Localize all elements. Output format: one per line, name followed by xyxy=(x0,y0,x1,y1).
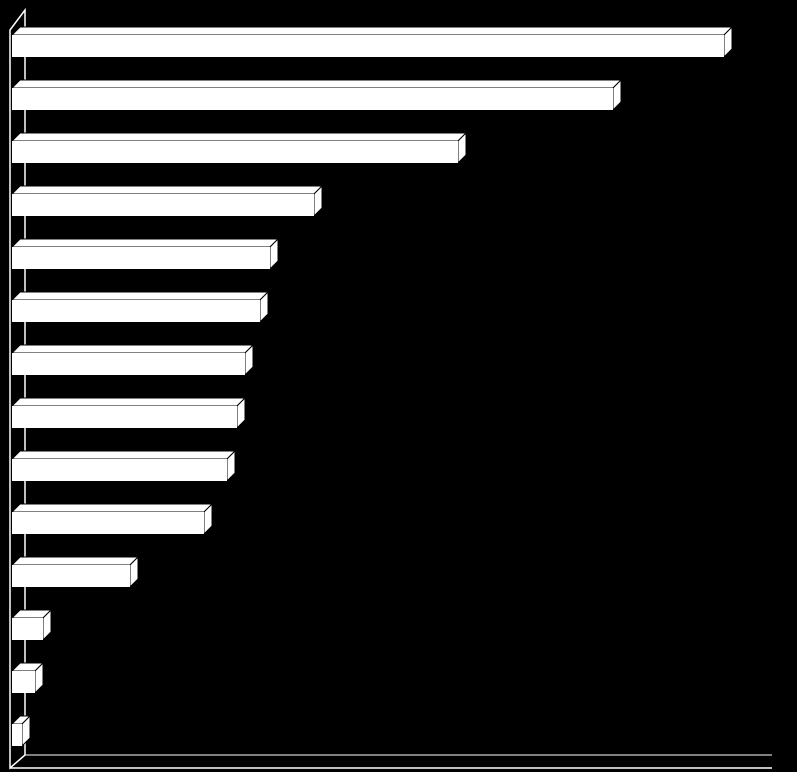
bar-top xyxy=(10,79,623,89)
bar xyxy=(12,565,130,587)
bar-top xyxy=(10,238,280,248)
bar-top xyxy=(10,291,270,301)
bar xyxy=(12,353,245,375)
bar xyxy=(12,724,22,746)
bar-top xyxy=(10,397,247,407)
bar xyxy=(12,618,43,640)
bar-top xyxy=(10,503,214,513)
bar xyxy=(12,35,724,57)
bar-top xyxy=(10,344,255,354)
bar xyxy=(12,88,613,110)
bar xyxy=(12,512,204,534)
bar-top xyxy=(10,556,140,566)
bar xyxy=(12,406,237,428)
bar xyxy=(12,300,260,322)
bar xyxy=(12,141,458,163)
bar-top xyxy=(10,26,734,36)
bar-top xyxy=(10,132,468,142)
bar-top xyxy=(10,185,324,195)
bar-top xyxy=(10,450,237,460)
bar xyxy=(12,459,227,481)
bar xyxy=(12,194,314,216)
bar xyxy=(12,247,270,269)
bar xyxy=(12,671,35,693)
